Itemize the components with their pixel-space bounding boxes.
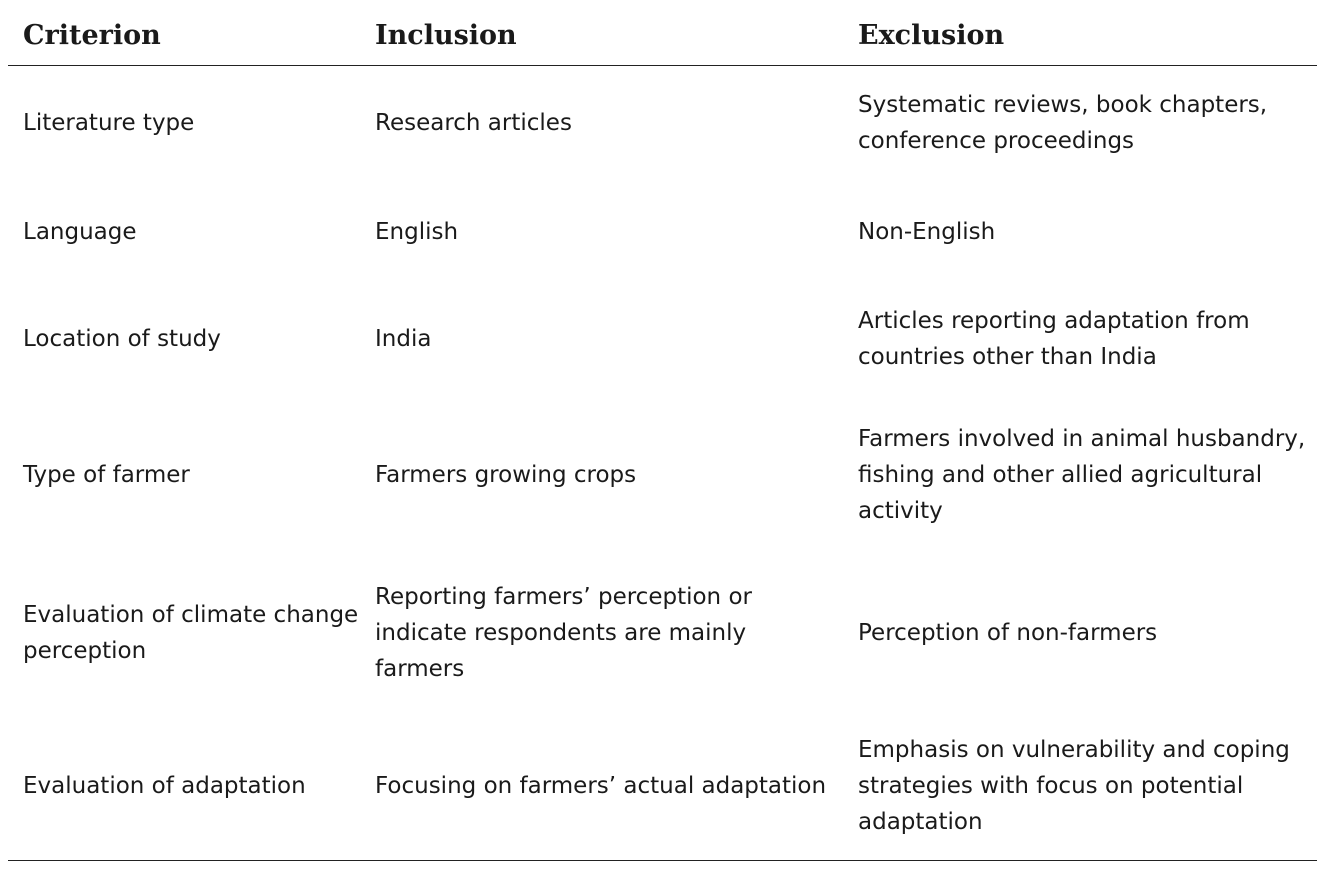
criteria-table: Criterion Inclusion Exclusion Literature… (8, 0, 1317, 835)
criterion-cell: Literature type (23, 110, 195, 136)
table-row: Type of farmer Farmers growing crops Far… (8, 419, 1317, 531)
table-row: Literature type Research articles System… (8, 84, 1317, 162)
exclusion-cell: Farmers involved in animal husbandry, fi… (858, 426, 1306, 524)
table-header: Criterion Inclusion Exclusion (8, 0, 1317, 66)
criterion-cell: Type of farmer (23, 462, 190, 488)
table-row: Location of study India Articles reporti… (8, 301, 1317, 377)
inclusion-cell: India (375, 326, 432, 352)
criterion-cell: Evaluation of climate change perception (23, 602, 359, 664)
table-row: Evaluation of adaptation Focusing on far… (8, 730, 1317, 842)
header-inclusion: Inclusion (375, 20, 517, 51)
exclusion-cell: Non-English (858, 219, 996, 245)
inclusion-cell: Reporting farmers’ perception or indicat… (375, 584, 752, 682)
exclusion-cell: Systematic reviews, book chapters, confe… (858, 92, 1268, 154)
inclusion-cell: Farmers growing crops (375, 462, 637, 488)
exclusion-cell: Perception of non-farmers (858, 620, 1158, 646)
inclusion-cell: Research articles (375, 110, 572, 136)
exclusion-cell: Emphasis on vulnerability and coping str… (858, 737, 1290, 835)
header-criterion: Criterion (23, 20, 161, 51)
table-row: Evaluation of climate change perception … (8, 577, 1317, 689)
inclusion-cell: English (375, 219, 459, 245)
inclusion-cell: Focusing on farmers’ actual adaptation (375, 773, 827, 799)
criterion-cell: Location of study (23, 326, 221, 352)
criterion-cell: Evaluation of adaptation (23, 773, 306, 799)
table-bottom-rule (8, 860, 1317, 861)
table-row: Language English Non-English (8, 212, 1317, 252)
criterion-cell: Language (23, 219, 137, 245)
header-exclusion: Exclusion (858, 20, 1005, 51)
exclusion-cell: Articles reporting adaptation from count… (858, 308, 1250, 370)
